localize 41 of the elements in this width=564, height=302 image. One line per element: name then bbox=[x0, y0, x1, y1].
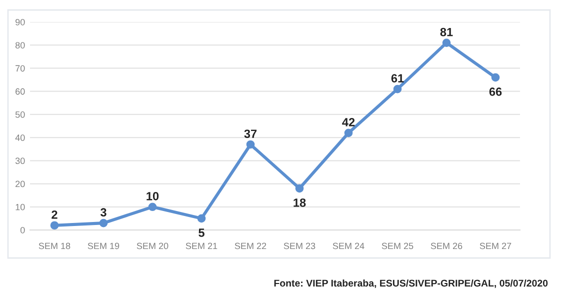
point bbox=[99, 218, 108, 228]
x-tick-label: SEM 18 bbox=[38, 242, 70, 250]
point bbox=[295, 184, 304, 193]
data-label: 66 bbox=[489, 88, 502, 96]
point bbox=[50, 221, 59, 230]
x-tick-label: SEM 26 bbox=[430, 242, 462, 250]
x-tick-label: SEM 27 bbox=[480, 242, 512, 250]
x-tick-label: SEM 23 bbox=[284, 242, 316, 250]
y-tick-label: 50 bbox=[15, 111, 25, 118]
point bbox=[442, 38, 451, 47]
x-tick-label: SEM 24 bbox=[332, 242, 364, 250]
y-tick-label: 20 bbox=[16, 180, 25, 188]
data-label: 42 bbox=[342, 118, 355, 126]
point bbox=[197, 214, 206, 223]
y-tick-label: 0 bbox=[20, 226, 25, 234]
point bbox=[491, 73, 500, 82]
data-label: 18 bbox=[294, 198, 306, 207]
data-label: 61 bbox=[391, 74, 404, 82]
y-tick-label: 10 bbox=[16, 204, 25, 210]
y-tick-label: 30 bbox=[15, 158, 25, 164]
x-tick-label: SEM 25 bbox=[382, 242, 414, 250]
data-label: 2 bbox=[52, 210, 58, 219]
data-label: 3 bbox=[100, 208, 106, 217]
data-label: 81 bbox=[440, 28, 453, 36]
data-label: 37 bbox=[244, 130, 257, 138]
y-tick-label: 70 bbox=[16, 65, 25, 72]
x-tick-label: SEM 22 bbox=[234, 242, 266, 250]
x-tick-label: SEM 20 bbox=[136, 242, 168, 250]
x-tick-label: SEM 19 bbox=[88, 242, 120, 250]
y-tick-label: 80 bbox=[15, 42, 25, 48]
source-note: Fonte: VIEP Itaberaba, ESUS/SIVEP-GRIPE/GAL, 05/07/2020 bbox=[274, 279, 548, 288]
data-label: 5 bbox=[198, 228, 204, 237]
point bbox=[246, 140, 255, 149]
point bbox=[344, 128, 353, 138]
data-label: 10 bbox=[146, 192, 159, 200]
point bbox=[393, 84, 402, 94]
y-tick-label: 40 bbox=[15, 134, 25, 141]
x-tick-label: SEM 21 bbox=[186, 242, 218, 250]
y-tick-label: 60 bbox=[16, 88, 25, 95]
y-tick-label: 90 bbox=[16, 18, 25, 26]
point bbox=[148, 202, 157, 212]
